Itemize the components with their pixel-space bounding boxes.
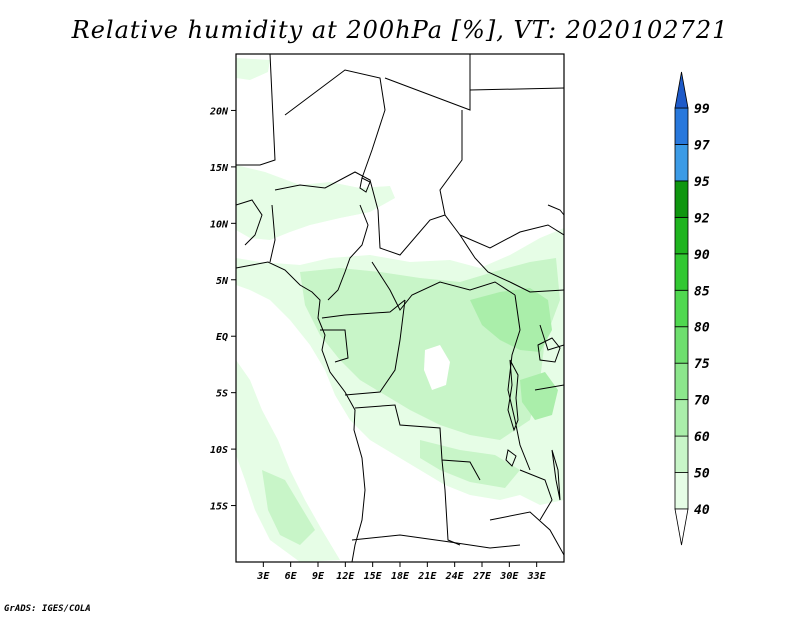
- colorbar: 40 50 60 70 75 80 85 90 92 95 97 99: [674, 71, 710, 546]
- lakes: [359, 177, 561, 501]
- lon-tick-label: 21E: [417, 571, 437, 582]
- humidity-area-basin: [420, 440, 520, 488]
- colorbar-box-50: [674, 435, 689, 473]
- border-zambia-malawi: [519, 469, 553, 521]
- humidity-area-north: [236, 58, 270, 80]
- border-libya-niger-chad: [384, 54, 471, 111]
- humidity-area-sahel: [236, 165, 395, 240]
- lat-tick-label: 5S: [216, 389, 228, 400]
- colorbar-box-60: [674, 399, 689, 437]
- lon-tick-label: 33E: [527, 571, 547, 582]
- lon-tick-label: 24E: [445, 571, 465, 582]
- colorbar-box-75: [674, 326, 689, 364]
- border-chad-sudan: [439, 110, 511, 283]
- map-title: Relative humidity at 200hPa [%], VT: 202…: [71, 16, 729, 44]
- border-niger-nigeria: [274, 171, 379, 211]
- colorbar-box-95: [674, 144, 689, 182]
- border-egypt-sudan: [469, 87, 564, 91]
- colorbar-label: 97: [694, 138, 710, 153]
- humidity-area-60-70: [470, 288, 552, 352]
- lat-tick-label: 15N: [210, 163, 229, 174]
- colorbar-label: 92: [694, 211, 710, 226]
- border-senegal-guinea: [236, 199, 263, 246]
- lon-tick-label: 27E: [472, 571, 492, 582]
- lon-tick-label: 15E: [364, 571, 383, 582]
- border-sudan-south-sudan: [459, 224, 564, 249]
- colorbar-box-97: [674, 107, 689, 145]
- coastline-west-africa: [236, 261, 366, 562]
- border-tanzania: [534, 384, 564, 391]
- humidity-area-southwest: [262, 470, 315, 545]
- lat-tick-label: 5N: [216, 276, 229, 287]
- border-congo-drc: [344, 299, 406, 396]
- lon-tick-label: 3E: [256, 571, 270, 582]
- lat-tick-label: 20N: [209, 106, 229, 117]
- colorbar-label: 50: [694, 467, 710, 482]
- humidity-area-west-strip: [236, 360, 340, 562]
- lon-tick-label: 12E: [336, 571, 355, 582]
- colorbar-label: 85: [694, 284, 710, 299]
- lon-tick-label: 18E: [391, 571, 410, 582]
- border-chad-car: [377, 209, 446, 256]
- humidity-gap: [424, 345, 450, 390]
- border-drc-angola: [354, 404, 481, 481]
- border-drc-east: [507, 294, 531, 471]
- colorbar-box-80: [674, 289, 689, 328]
- lon-tick-label: 30E: [499, 571, 519, 582]
- border-nigeria-cameroon: [327, 204, 369, 301]
- border-algeria-mali-niger: [284, 69, 386, 179]
- lat-tick-label: 10N: [210, 219, 229, 230]
- lake-chad: [359, 177, 371, 193]
- credit-text: GrADS: IGES/COLA: [4, 604, 91, 614]
- colorbar-box-40: [674, 472, 689, 510]
- border-car-drc: [371, 261, 516, 311]
- colorbar-label: 90: [694, 248, 710, 263]
- lake-victoria: [537, 337, 561, 363]
- humidity-area-east: [520, 372, 558, 420]
- colorbar-bottom-arrow: [674, 508, 689, 546]
- lat-tick-label: EQ: [216, 332, 228, 343]
- lat-tick-label: 10S: [210, 445, 228, 456]
- country-borders: [236, 54, 564, 562]
- lon-tick-label: 9E: [312, 571, 325, 582]
- colorbar-label: 80: [694, 321, 710, 336]
- lake-malawi: [551, 449, 561, 501]
- colorbar-box-85: [674, 253, 689, 291]
- border-east-africa: [509, 281, 564, 293]
- lake-tanganyika: [507, 359, 519, 432]
- lon-tick-label: 6E: [285, 571, 298, 582]
- colorbar-label: 70: [694, 394, 710, 409]
- colorbar-box-92: [674, 180, 689, 218]
- latitude-axis: 20N 15N 10N 5N EQ 5S 10S 15S: [209, 106, 236, 513]
- border-gabon-congo: [320, 329, 349, 363]
- colorbar-label: 40: [694, 503, 710, 518]
- border-south-central: [489, 511, 564, 556]
- colorbar-box-70: [674, 362, 689, 401]
- longitude-axis: 3E 6E 9E 12E 15E 18E 21E 24E 27E 30E 33E: [256, 562, 547, 582]
- colorbar-top-arrow: [674, 71, 689, 109]
- border-cameroon-congo: [321, 299, 406, 319]
- lat-tick-label: 15S: [210, 502, 228, 513]
- border-ivory-ghana: [269, 204, 276, 263]
- colorbar-box-90: [674, 216, 689, 255]
- colorbar-label: 95: [694, 175, 710, 190]
- border-ethiopia: [547, 204, 564, 216]
- colorbar-label: 75: [694, 357, 710, 372]
- humidity-shading: [236, 58, 564, 562]
- border-mauritania-mali: [236, 54, 276, 166]
- colorbar-label: 99: [694, 102, 710, 117]
- colorbar-label: 60: [694, 430, 710, 445]
- lake-mweru: [505, 449, 517, 467]
- border-namibia: [351, 534, 521, 549]
